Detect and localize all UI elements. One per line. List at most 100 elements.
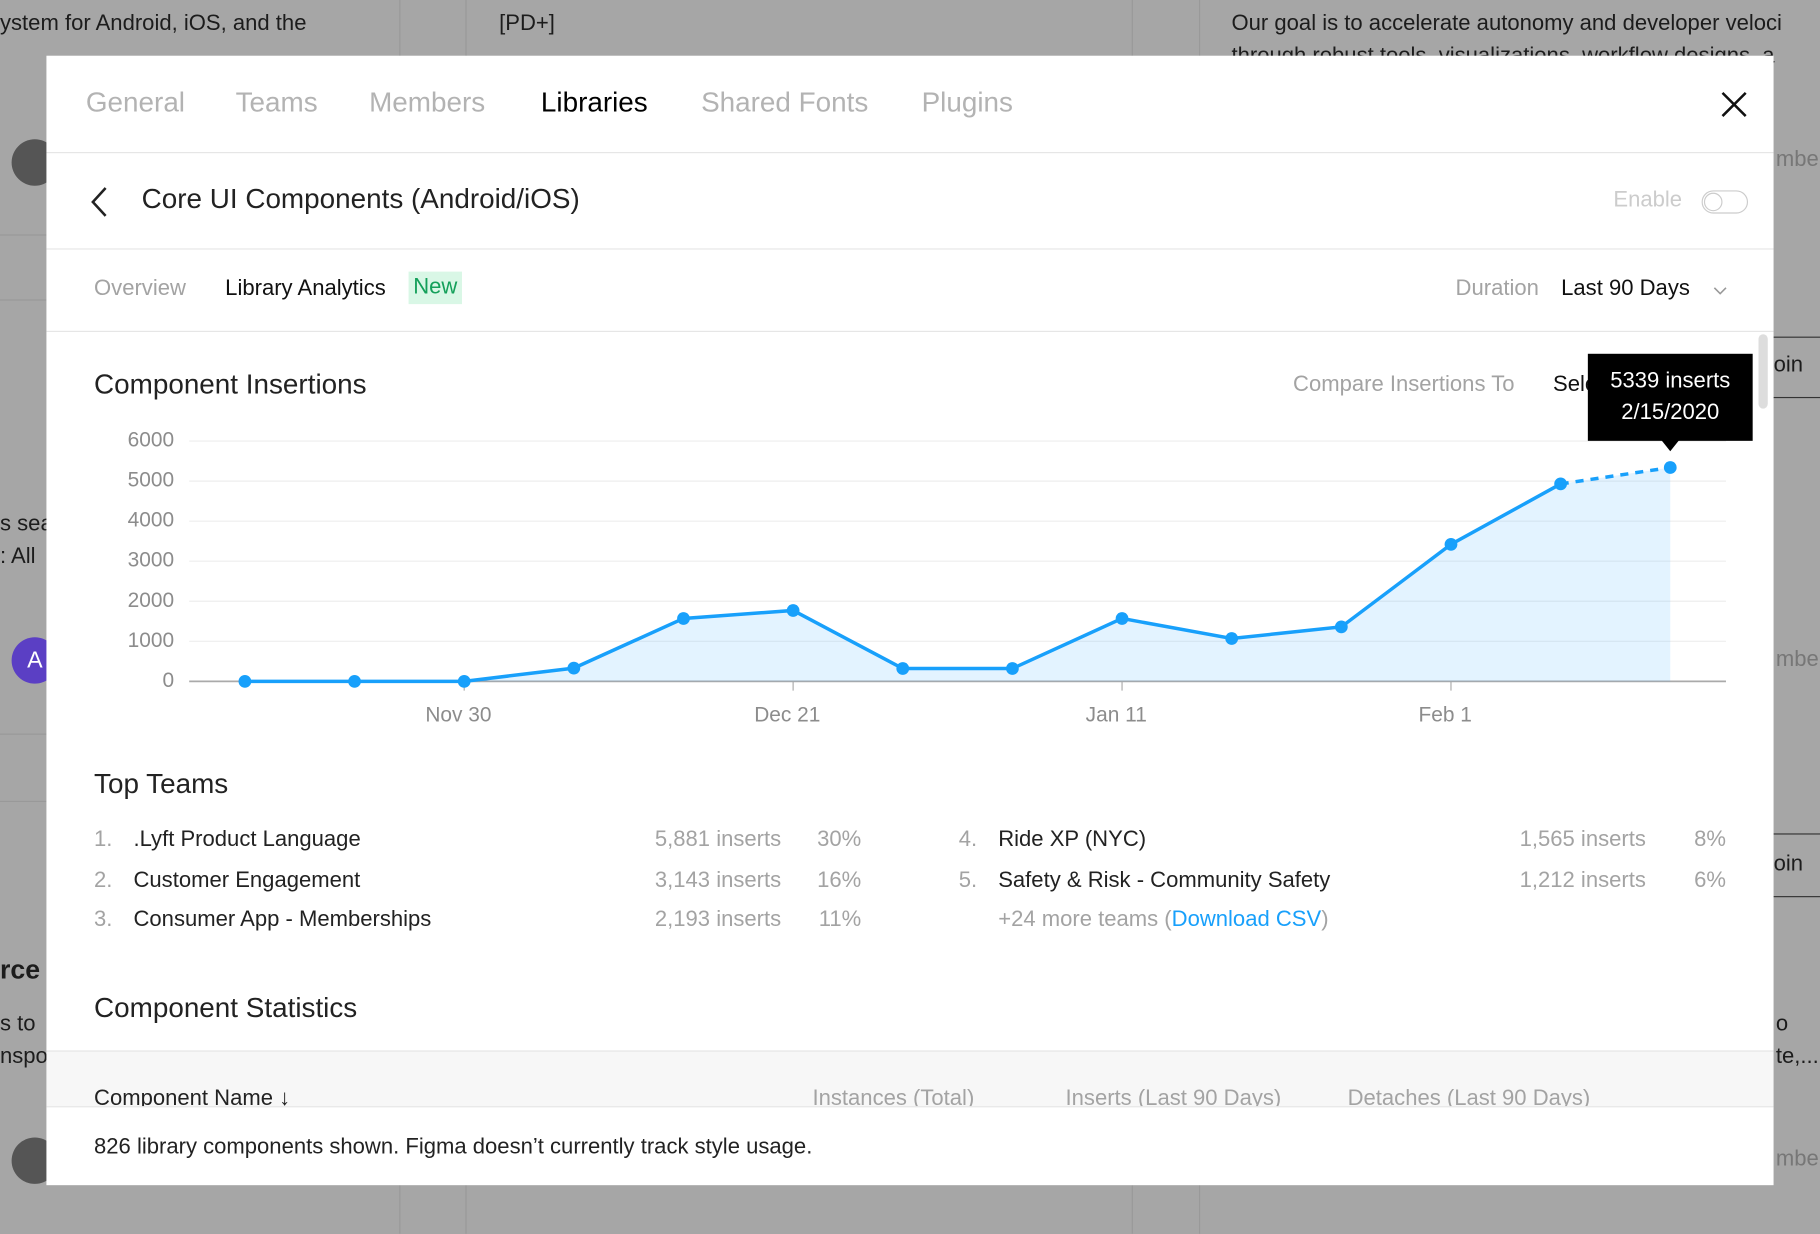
bg-text: mber bbox=[1775, 147, 1820, 172]
x-tick-label: Nov 30 bbox=[425, 704, 491, 727]
point bbox=[786, 604, 800, 617]
point bbox=[457, 674, 471, 688]
team-name: Ride XP (NYC) bbox=[998, 827, 1147, 852]
card-edge bbox=[0, 299, 47, 301]
team-share: 16% bbox=[817, 867, 862, 893]
tooltip-arrow bbox=[1660, 439, 1680, 452]
library-title: Core UI Components (Android/iOS) bbox=[141, 183, 580, 215]
point bbox=[677, 612, 690, 625]
y-tick-label: 4000 bbox=[128, 509, 174, 532]
team-rank: 5. bbox=[958, 867, 978, 893]
team-share: 8% bbox=[1694, 827, 1726, 852]
duration-select[interactable]: Last 90 Days bbox=[1561, 276, 1690, 301]
point bbox=[567, 661, 581, 675]
team-rank: 4. bbox=[958, 827, 978, 852]
card-edge bbox=[0, 800, 47, 803]
team-name: Consumer App - Memberships bbox=[133, 907, 432, 933]
x-tick-label: Dec 21 bbox=[754, 704, 820, 727]
team-share: 30% bbox=[817, 827, 862, 852]
y-tick-label: 0 bbox=[162, 669, 174, 692]
tooltip-label: 5339 inserts bbox=[1610, 367, 1730, 392]
button-edge bbox=[1773, 336, 1820, 338]
y-tick-label: 6000 bbox=[128, 429, 174, 452]
new-badge: New bbox=[408, 271, 462, 305]
button-edge bbox=[1773, 833, 1820, 835]
area bbox=[244, 467, 1671, 682]
footer-text: 826 library components shown. Figma does… bbox=[94, 1135, 813, 1160]
y-tick-label: 2000 bbox=[128, 589, 174, 612]
enable-toggle[interactable] bbox=[1701, 190, 1749, 214]
team-name: Customer Engagement bbox=[133, 867, 361, 893]
more-text: ) bbox=[1321, 907, 1329, 933]
duration-label: Duration bbox=[1455, 276, 1539, 301]
compare-label: Compare Insertions To bbox=[1293, 372, 1515, 397]
tab[interactable]: Libraries bbox=[540, 87, 648, 119]
tab[interactable]: Shared Fonts bbox=[701, 87, 869, 119]
team-inserts: 5,881 inserts bbox=[654, 827, 782, 852]
team-rank: 1. bbox=[94, 827, 113, 852]
modal: General Teams Members Libraries Shared Fonts… bbox=[46, 55, 1774, 1186]
team-share: 11% bbox=[818, 907, 862, 933]
enable-label: Enable bbox=[1613, 188, 1683, 213]
bg-text: oin bbox=[1773, 851, 1803, 877]
subtab-active[interactable]: Library Analytics bbox=[225, 276, 386, 301]
section-title: Top Teams bbox=[94, 768, 229, 800]
card-edge bbox=[0, 733, 47, 735]
more-text: +24 more teams ( bbox=[998, 907, 1172, 933]
point bbox=[1334, 620, 1348, 634]
bg-text: s to bbox=[0, 1012, 36, 1037]
team-rank: 2. bbox=[94, 867, 113, 893]
back-button[interactable] bbox=[88, 186, 111, 218]
table-header: Component Name ↓ Instances (Total) Inser… bbox=[46, 1050, 1774, 1111]
point bbox=[1006, 662, 1019, 675]
bg-text: mber bbox=[1775, 1146, 1820, 1172]
chart-title: Component Insertions bbox=[94, 369, 367, 401]
tab[interactable]: Members bbox=[369, 87, 486, 119]
bg-text: Our goal is to accelerate autonomy and d… bbox=[1231, 11, 1782, 36]
more-teams: +24 more teams (Download CSV) bbox=[998, 908, 1328, 934]
bg-text: ystem for Android, iOS, and the bbox=[0, 11, 307, 36]
point bbox=[896, 662, 910, 675]
team-name: .Lyft Product Language bbox=[133, 827, 361, 852]
footer: 826 library components shown. Figma does… bbox=[46, 1106, 1774, 1186]
bg-text: rce bbox=[0, 954, 41, 985]
dropdown-icon bbox=[1713, 287, 1727, 295]
tab[interactable]: Teams bbox=[235, 87, 318, 119]
divider bbox=[46, 248, 1774, 250]
button-edge bbox=[1773, 396, 1820, 399]
download-link[interactable]: Download CSV bbox=[1171, 907, 1322, 933]
point bbox=[238, 674, 252, 688]
point bbox=[1663, 461, 1677, 474]
bg-text: o bbox=[1775, 1012, 1789, 1037]
team-rank: 3. bbox=[94, 907, 113, 933]
bg-text: nspo bbox=[0, 1044, 48, 1070]
team-inserts: 2,193 inserts bbox=[654, 907, 782, 933]
tab[interactable]: General bbox=[85, 87, 186, 119]
team-name: Safety & Risk - Community Safety bbox=[998, 867, 1331, 893]
y-tick-label: 1000 bbox=[128, 629, 174, 652]
card-edge bbox=[0, 234, 47, 236]
team-inserts: 1,565 inserts bbox=[1519, 827, 1646, 852]
team-inserts: 3,143 inserts bbox=[654, 867, 782, 893]
bg-text: s sea bbox=[0, 511, 53, 537]
subtab[interactable]: Overview bbox=[94, 276, 186, 301]
point bbox=[1225, 632, 1239, 645]
y-tick-label: 3000 bbox=[128, 549, 174, 572]
bg-text: : All bbox=[0, 544, 36, 569]
point bbox=[1444, 538, 1458, 551]
point bbox=[1554, 477, 1568, 491]
tab[interactable]: Plugins bbox=[921, 87, 1013, 119]
bg-text: mber bbox=[1775, 647, 1820, 673]
point bbox=[1115, 612, 1129, 625]
x-tick-label: Jan 11 bbox=[1086, 704, 1147, 727]
bg-text: [PD+] bbox=[499, 11, 555, 36]
close-button[interactable] bbox=[1718, 88, 1750, 120]
scrollbar[interactable] bbox=[1758, 334, 1768, 409]
tooltip-date: 2/15/2020 bbox=[1621, 399, 1719, 424]
bg-text: te,... bbox=[1775, 1044, 1819, 1070]
team-share: 6% bbox=[1694, 867, 1726, 893]
section-title: Component Statistics bbox=[94, 992, 358, 1024]
divider bbox=[46, 152, 1774, 154]
